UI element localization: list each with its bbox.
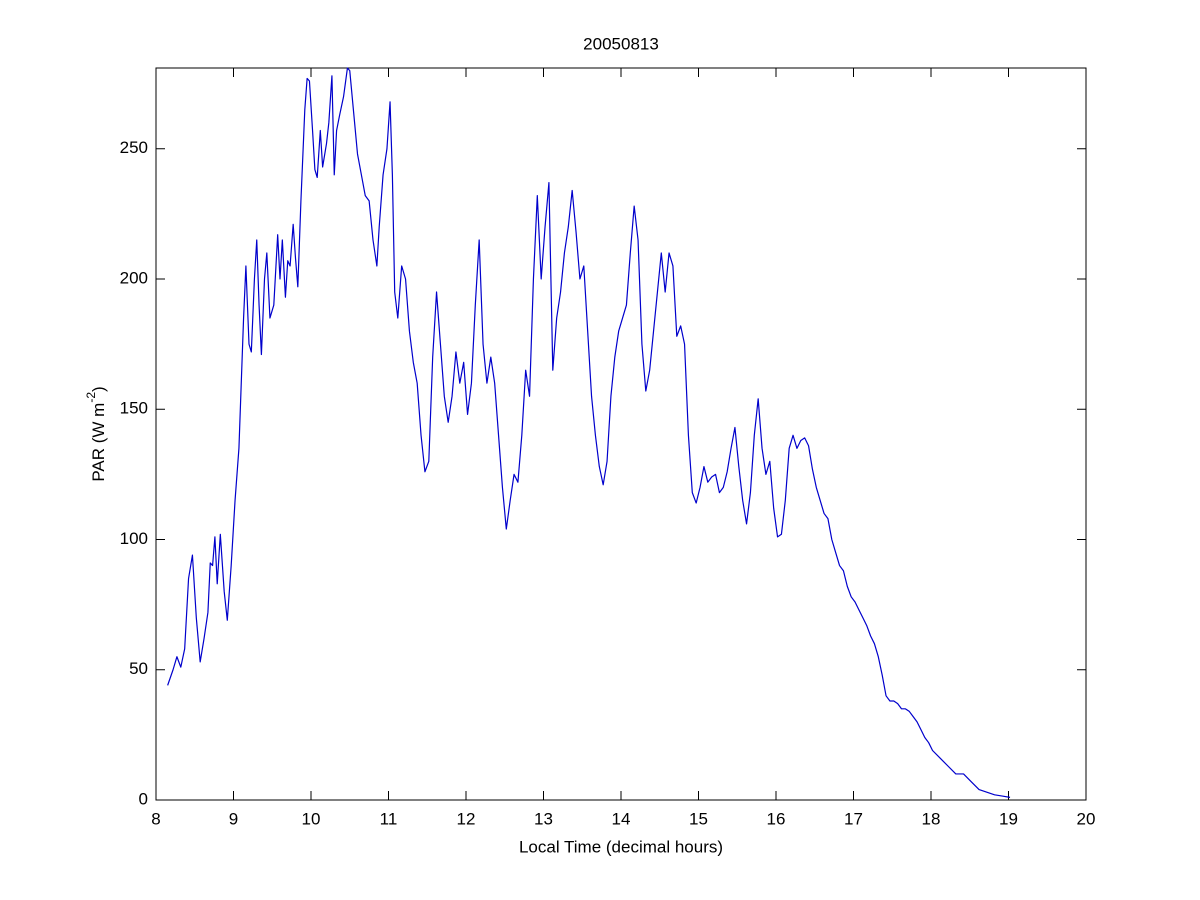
y-tick-label: 50 [129,659,148,678]
x-tick-label: 12 [457,809,476,828]
y-label-text: PAR (W m [89,403,108,482]
x-tick-label: 8 [151,809,160,828]
y-label-suffix: ) [89,386,108,392]
x-tick-label: 11 [380,809,398,828]
y-tick-label: 0 [139,789,148,808]
x-tick-label: 19 [999,809,1018,828]
x-tick-label: 10 [302,809,321,828]
y-tick-label: 250 [120,138,148,157]
y-label-superscript: -2 [84,392,98,403]
x-tick-label: 18 [922,809,941,828]
y-tick-label: 100 [120,529,148,548]
x-axis-label: Local Time (decimal hours) [519,837,723,856]
x-tick-label: 17 [844,809,863,828]
y-tick-label: 200 [120,268,148,287]
axes-box [155,67,1087,801]
x-tick-label: 20 [1077,809,1096,828]
x-tick-label: 9 [229,809,238,828]
data-line [167,67,1011,798]
x-tick-label: 15 [689,809,708,828]
x-tick-label: 14 [612,809,631,828]
chart-title: 20050813 [583,34,659,53]
y-axis-label: PAR (W m-2) [84,386,108,481]
y-tick-label: 150 [120,399,148,418]
x-tick-label: 13 [534,809,553,828]
x-tick-label: 16 [767,809,786,828]
